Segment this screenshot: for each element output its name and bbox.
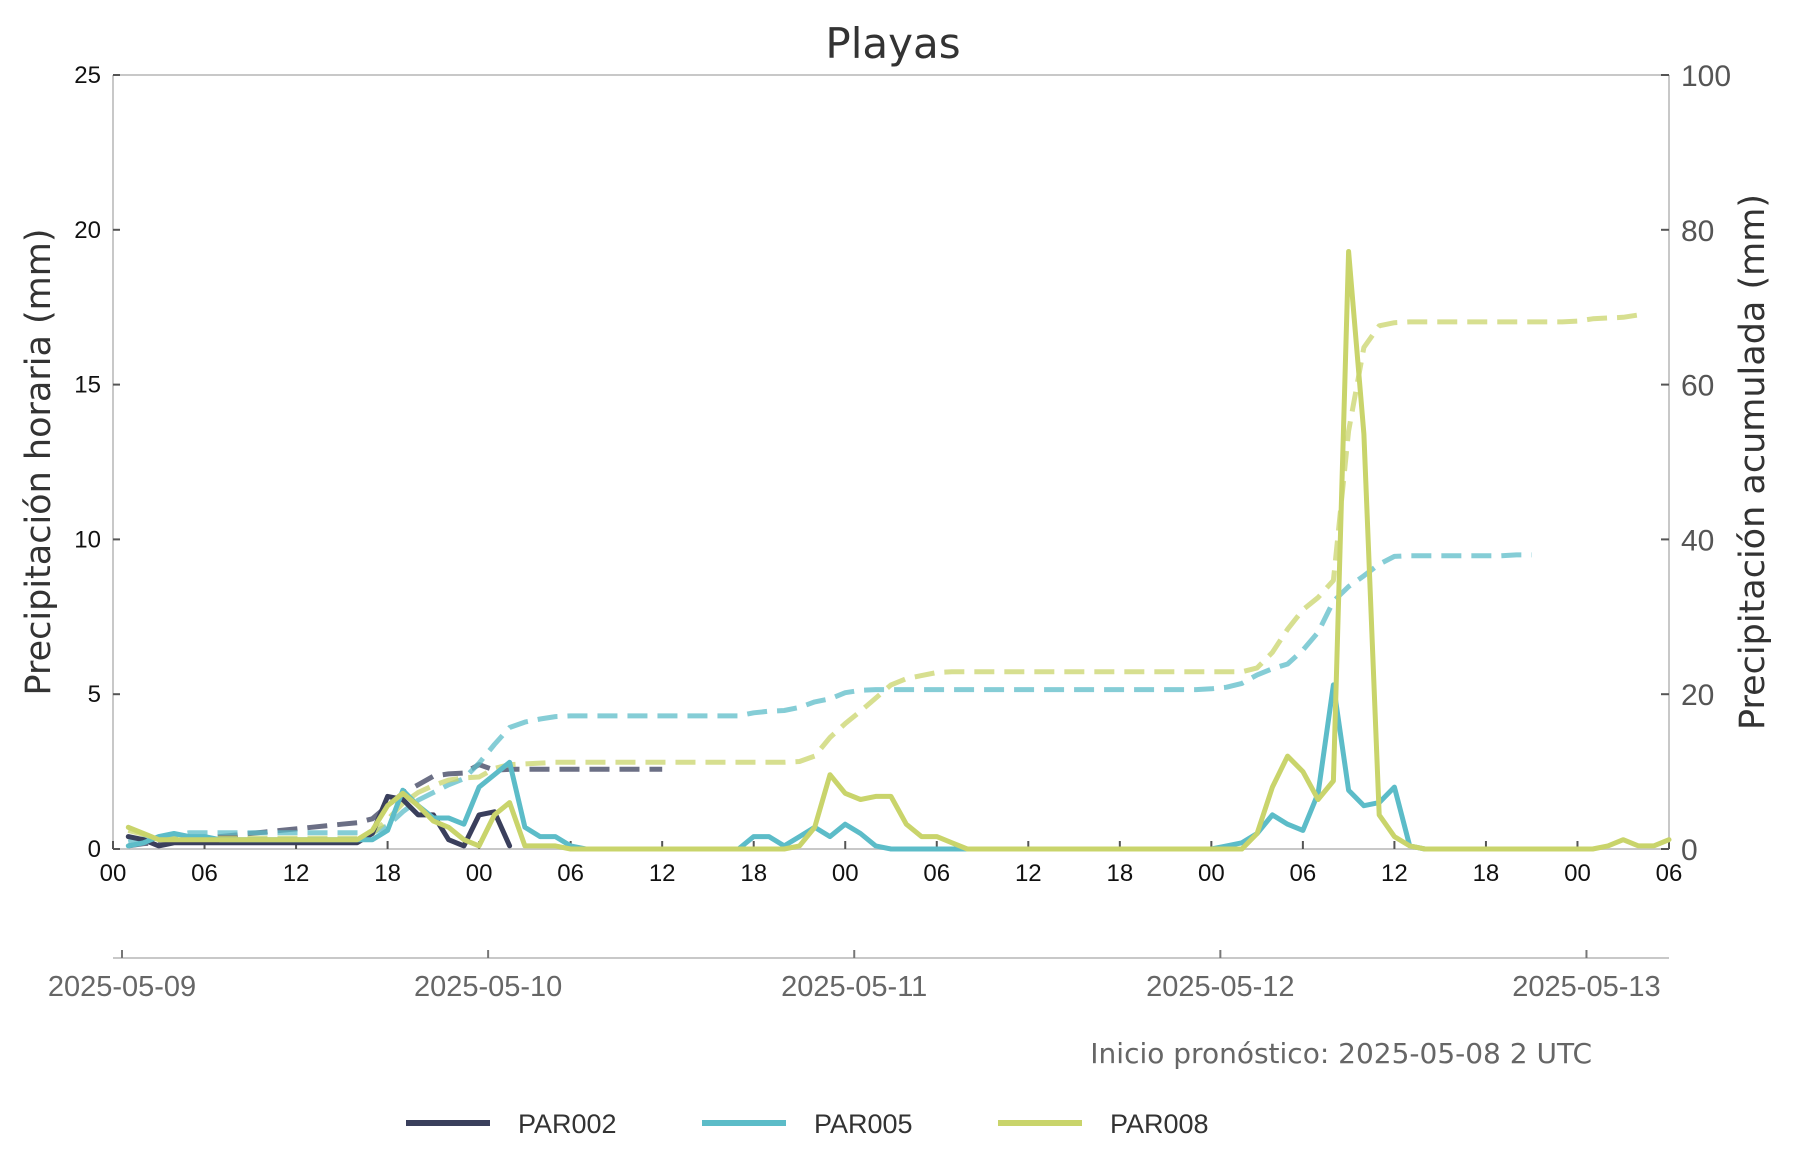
x-hour-tick-label: 00 [100, 860, 127, 887]
x-hour-tick-label: 18 [1473, 860, 1500, 887]
y-right-tick-label: 20 [1681, 679, 1714, 712]
x-date-tick-label: 2025-05-12 [1146, 971, 1294, 1003]
legend-label-par005: PAR005 [814, 1109, 913, 1139]
y-left-tick-label: 15 [74, 372, 101, 399]
x-date-tick-label: 2025-05-13 [1512, 971, 1660, 1003]
x-hour-tick-label: 06 [923, 860, 950, 887]
chart-title: Playas [825, 19, 960, 68]
y-axis-label-right: Precipitación acumulada (mm) [1733, 194, 1773, 730]
x-hour-tick-label: 00 [832, 860, 859, 887]
x-hour-tick-label: 06 [557, 860, 584, 887]
series-par008-hourly-line [125, 249, 1672, 852]
x-hour-tick-label: 06 [191, 860, 218, 887]
hourly-lines [125, 249, 1672, 852]
x-axis-dates: 2025-05-09 2025-05-10 2025-05-11 2025-05-12… [48, 950, 1669, 1003]
x-date-tick-label: 2025-05-09 [48, 971, 196, 1003]
y-right-tick-label: 100 [1681, 60, 1731, 93]
x-hour-tick-label: 06 [1656, 860, 1683, 887]
y-left-tick-label: 25 [74, 62, 101, 89]
legend: PAR002 PAR005 PAR008 [406, 1109, 1209, 1139]
forecast-start-annotation: Inicio pronóstico: 2025-05-08 2 UTC [1090, 1037, 1592, 1070]
x-hour-tick-label: 00 [466, 860, 493, 887]
x-hour-tick-label: 12 [283, 860, 310, 887]
x-axis-hours: 00 06 12 18 00 06 12 18 00 06 12 18 00 06 12 18 00 06 [100, 841, 1683, 887]
x-hour-tick-label: 12 [649, 860, 676, 887]
x-hour-tick-label: 00 [1198, 860, 1225, 887]
y-left-tick-label: 5 [88, 681, 101, 708]
x-hour-tick-label: 18 [374, 860, 401, 887]
y-axis-label-left: Precipitación horaria (mm) [19, 228, 59, 695]
y-right-tick-label: 80 [1681, 215, 1714, 248]
plot-frame [112, 74, 1670, 850]
y-left-tick-label: 10 [74, 526, 101, 553]
y-right-tick-label: 60 [1681, 370, 1714, 403]
legend-label-par008: PAR008 [1110, 1109, 1209, 1139]
series-par005-hourly-line [125, 682, 1550, 852]
y-axis-left: 0 5 10 15 20 25 [74, 62, 120, 863]
x-hour-tick-label: 00 [1564, 860, 1591, 887]
y-axis-right: 0 20 40 60 80 100 [1661, 60, 1731, 867]
y-right-tick-label: 40 [1681, 524, 1714, 557]
x-hour-tick-label: 06 [1290, 860, 1317, 887]
y-left-tick-label: 0 [88, 836, 101, 863]
y-right-tick-label: 0 [1681, 834, 1698, 867]
x-date-tick-label: 2025-05-10 [414, 971, 562, 1003]
series-par002-hourly-line [125, 793, 513, 849]
x-hour-tick-label: 18 [740, 860, 767, 887]
cumulative-lines [127, 312, 1639, 849]
x-hour-tick-label: 12 [1381, 860, 1408, 887]
y-left-tick-label: 20 [74, 217, 101, 244]
x-hour-tick-label: 12 [1015, 860, 1042, 887]
series-par008-cumulative-line [127, 312, 1639, 841]
x-hour-tick-label: 18 [1106, 860, 1133, 887]
x-date-tick-label: 2025-05-11 [781, 971, 927, 1003]
legend-label-par002: PAR002 [518, 1109, 617, 1139]
